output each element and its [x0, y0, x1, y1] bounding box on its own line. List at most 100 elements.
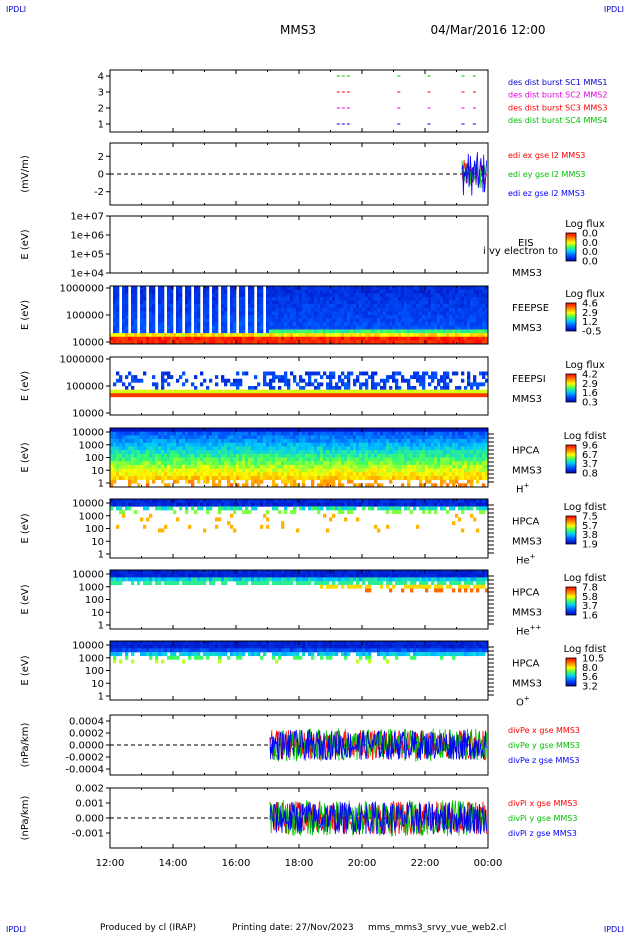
panel-hpca-h-cell	[389, 439, 393, 444]
panel-feepsi-cell	[332, 389, 336, 394]
panel-hpca-h-cell	[461, 461, 465, 466]
panel-feepse-cell	[467, 325, 471, 330]
panel-hpca-h-cell	[359, 468, 363, 473]
panel-feepse-cell	[206, 315, 210, 319]
panel-hpca-h-cell	[341, 431, 345, 436]
panel-hpca-h-cell	[404, 439, 408, 444]
panel-hpca-h-cell	[242, 446, 246, 451]
panel-hpca-h-cell	[179, 428, 183, 432]
panel-feepse-cell	[308, 286, 312, 290]
panel-feepse-cell	[323, 304, 327, 309]
panel-feepse-cell	[398, 307, 402, 312]
panel-feepse-cell	[308, 289, 312, 294]
panel-hpca-h-cell	[152, 472, 156, 477]
panel-hpca-he-cell	[398, 502, 402, 507]
panel-hpca-he-cell	[242, 510, 246, 515]
panel-feepse-cell	[269, 325, 273, 330]
panel-feepse-cell	[113, 300, 117, 305]
panel-hpca-h-cell	[419, 472, 423, 477]
panel-hpca-he-cell	[464, 502, 468, 507]
panel-hpca-he-cell	[299, 499, 303, 503]
panel-feepse-cell	[353, 318, 357, 323]
panel-hpca-h-cell	[284, 464, 288, 469]
panel-feepse-cell	[374, 322, 378, 327]
panel-feepse-cell	[299, 325, 303, 330]
panel-hpca-h-cell	[302, 464, 306, 469]
panel-feepse-cell	[380, 322, 384, 327]
panel-hpca-h-cell	[152, 435, 156, 440]
panel-feepse-cell	[401, 307, 405, 312]
panel-hpca-h-cell	[263, 428, 267, 432]
panel-feepse-cell	[221, 286, 225, 290]
panel-hpca-h-cell	[170, 461, 174, 466]
panel-hpca-hepp-cell	[149, 573, 153, 578]
panel-hpca-he-cell	[200, 499, 204, 503]
panel-hpca-h-cell	[437, 442, 441, 447]
panel-feepse-cell	[380, 329, 384, 334]
panel-hpca-h-cbar-title: Log fdist	[564, 431, 607, 442]
panel-hpca-h-cell	[275, 431, 279, 436]
panel-hpca-h-cell	[119, 468, 123, 473]
panel-feepse-cell	[284, 307, 288, 312]
panel-feepse-cell	[425, 286, 429, 290]
panel-hpca-he-cell	[149, 502, 153, 507]
panel-hpca-h-cell	[329, 457, 333, 462]
panel-feepsi-cell	[152, 382, 156, 387]
panel-feepse-cell	[329, 336, 333, 341]
panel-hpca-h-cell	[458, 431, 462, 436]
panel-feepse-cell	[458, 300, 462, 305]
panel-hpca-he-cell	[365, 499, 369, 503]
panel-feepse-cell	[449, 329, 453, 334]
panel-hpca-h-cell	[413, 468, 417, 473]
panel-hpca-h-cell	[386, 428, 390, 432]
panel-hpca-h-cell	[440, 439, 444, 444]
panel-feepsi-cell	[254, 389, 258, 394]
panel-hpca-hepp-cell	[146, 570, 150, 574]
panel-feepse-cell	[443, 329, 447, 334]
panel-feepsi-cell	[170, 375, 174, 380]
panel-hpca-h-cell	[125, 475, 129, 480]
panel-hpca-h-cell	[323, 483, 327, 488]
panel-feepse-cell	[344, 325, 348, 330]
panel-feepse-cell	[350, 311, 354, 316]
panel-feepse-cell	[212, 315, 216, 319]
panel-feepse-cell	[116, 318, 120, 323]
panel-feepse-cell	[149, 296, 153, 301]
panel-hpca-he-cell	[449, 499, 453, 503]
panel-feepsi-cell	[203, 393, 207, 398]
panel-feepse-cell	[380, 318, 384, 323]
panel-hpca-he-cell	[218, 510, 222, 515]
panel-feepse-cell	[392, 289, 396, 294]
panel-hpca-h-cell	[398, 453, 402, 458]
panel-hpca-h-cell	[146, 431, 150, 436]
panel-feepse-cell	[458, 322, 462, 327]
panel-feepse-cell	[392, 293, 396, 298]
panel-hpca-h-cell	[467, 475, 471, 480]
panel-hpca-h-cell	[113, 464, 117, 469]
panel-hpca-h-cell	[338, 435, 342, 440]
panel-feepse-cell	[248, 286, 252, 290]
panel-hpca-he-cell	[158, 528, 162, 533]
panel-feepse-cell	[161, 304, 165, 309]
panel-feepsi-cell	[272, 389, 276, 394]
panel-hpca-h-cell	[206, 439, 210, 444]
panel-feepse-cell	[251, 315, 255, 319]
panel-feepse-cell	[425, 296, 429, 301]
panel-feepse-cell	[389, 304, 393, 309]
panel-hpca-h-cell	[170, 442, 174, 447]
panel-feepse-cell	[371, 311, 375, 316]
panel-hpca-h-cell	[455, 442, 459, 447]
panel-feepse-cell	[329, 300, 333, 305]
panel-hpca-h-cell	[245, 435, 249, 440]
panel-feepse-cell	[305, 340, 309, 345]
panel-feepsi-cell	[227, 378, 231, 383]
panel-feepse-cell	[200, 340, 204, 345]
panel-feepse-cell	[464, 296, 468, 301]
panel-feepse-cell	[161, 289, 165, 294]
panel-feepse-cell	[161, 340, 165, 345]
panel-hpca-h-cell	[455, 439, 459, 444]
panel-feepse-cell	[467, 296, 471, 301]
panel-hpca-he-cell	[440, 502, 444, 507]
panel-hpca-h-cell	[485, 435, 488, 440]
panel-feepse-cell	[482, 325, 486, 330]
